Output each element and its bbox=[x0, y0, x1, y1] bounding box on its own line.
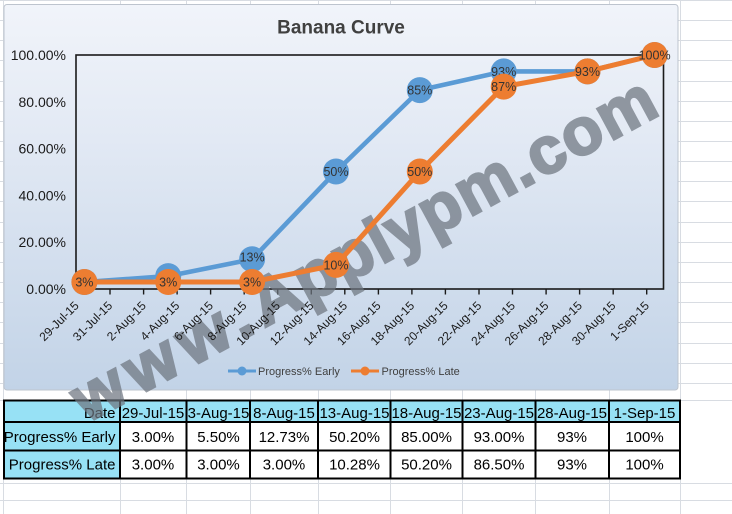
svg-text:50.20%: 50.20% bbox=[401, 457, 452, 474]
svg-text:12.73%: 12.73% bbox=[259, 429, 310, 446]
svg-text:Progress% Late: Progress% Late bbox=[9, 457, 116, 474]
svg-text:3%: 3% bbox=[159, 276, 177, 290]
svg-text:3%: 3% bbox=[243, 276, 261, 290]
svg-text:93.00%: 93.00% bbox=[474, 429, 525, 446]
svg-text:80.00%: 80.00% bbox=[19, 94, 66, 110]
svg-text:10.28%: 10.28% bbox=[329, 457, 380, 474]
svg-text:29-Jul-15: 29-Jul-15 bbox=[122, 405, 185, 422]
svg-text:85%: 85% bbox=[407, 84, 432, 98]
svg-text:5.50%: 5.50% bbox=[197, 429, 240, 446]
svg-text:0.00%: 0.00% bbox=[26, 281, 66, 297]
svg-text:13-Aug-15: 13-Aug-15 bbox=[319, 405, 389, 422]
svg-text:3.00%: 3.00% bbox=[132, 429, 175, 446]
svg-text:100.00%: 100.00% bbox=[11, 47, 66, 63]
svg-text:40.00%: 40.00% bbox=[19, 187, 66, 203]
svg-text:87%: 87% bbox=[491, 80, 516, 94]
svg-text:Progress% Early: Progress% Early bbox=[4, 429, 116, 446]
svg-text:50%: 50% bbox=[407, 165, 432, 179]
svg-text:50.20%: 50.20% bbox=[329, 429, 380, 446]
svg-text:3%: 3% bbox=[75, 276, 93, 290]
svg-text:Banana Curve: Banana Curve bbox=[277, 18, 405, 39]
svg-text:50%: 50% bbox=[323, 165, 348, 179]
svg-text:23-Aug-15: 23-Aug-15 bbox=[464, 405, 534, 422]
svg-text:18-Aug-15: 18-Aug-15 bbox=[391, 405, 461, 422]
svg-text:Progress% Early: Progress% Early bbox=[258, 366, 340, 378]
svg-text:85.00%: 85.00% bbox=[401, 429, 452, 446]
svg-text:100%: 100% bbox=[625, 429, 663, 446]
svg-text:93%: 93% bbox=[557, 429, 587, 446]
svg-text:100%: 100% bbox=[639, 49, 671, 63]
svg-text:100%: 100% bbox=[625, 457, 663, 474]
svg-text:1-Sep-15: 1-Sep-15 bbox=[614, 405, 676, 422]
svg-text:3.00%: 3.00% bbox=[263, 457, 306, 474]
svg-text:3.00%: 3.00% bbox=[132, 457, 175, 474]
svg-text:10%: 10% bbox=[323, 258, 348, 272]
svg-text:8-Aug-15: 8-Aug-15 bbox=[253, 405, 315, 422]
svg-text:3-Aug-15: 3-Aug-15 bbox=[188, 405, 250, 422]
svg-text:13%: 13% bbox=[240, 251, 265, 265]
svg-text:28-Aug-15: 28-Aug-15 bbox=[537, 405, 607, 422]
svg-text:60.00%: 60.00% bbox=[19, 141, 66, 157]
svg-text:20.00%: 20.00% bbox=[19, 234, 66, 250]
svg-text:93%: 93% bbox=[575, 65, 600, 79]
svg-text:Progress% Late: Progress% Late bbox=[382, 366, 460, 378]
svg-text:86.50%: 86.50% bbox=[474, 457, 525, 474]
svg-text:Date: Date bbox=[84, 405, 116, 422]
svg-text:93%: 93% bbox=[557, 457, 587, 474]
svg-text:3.00%: 3.00% bbox=[197, 457, 240, 474]
